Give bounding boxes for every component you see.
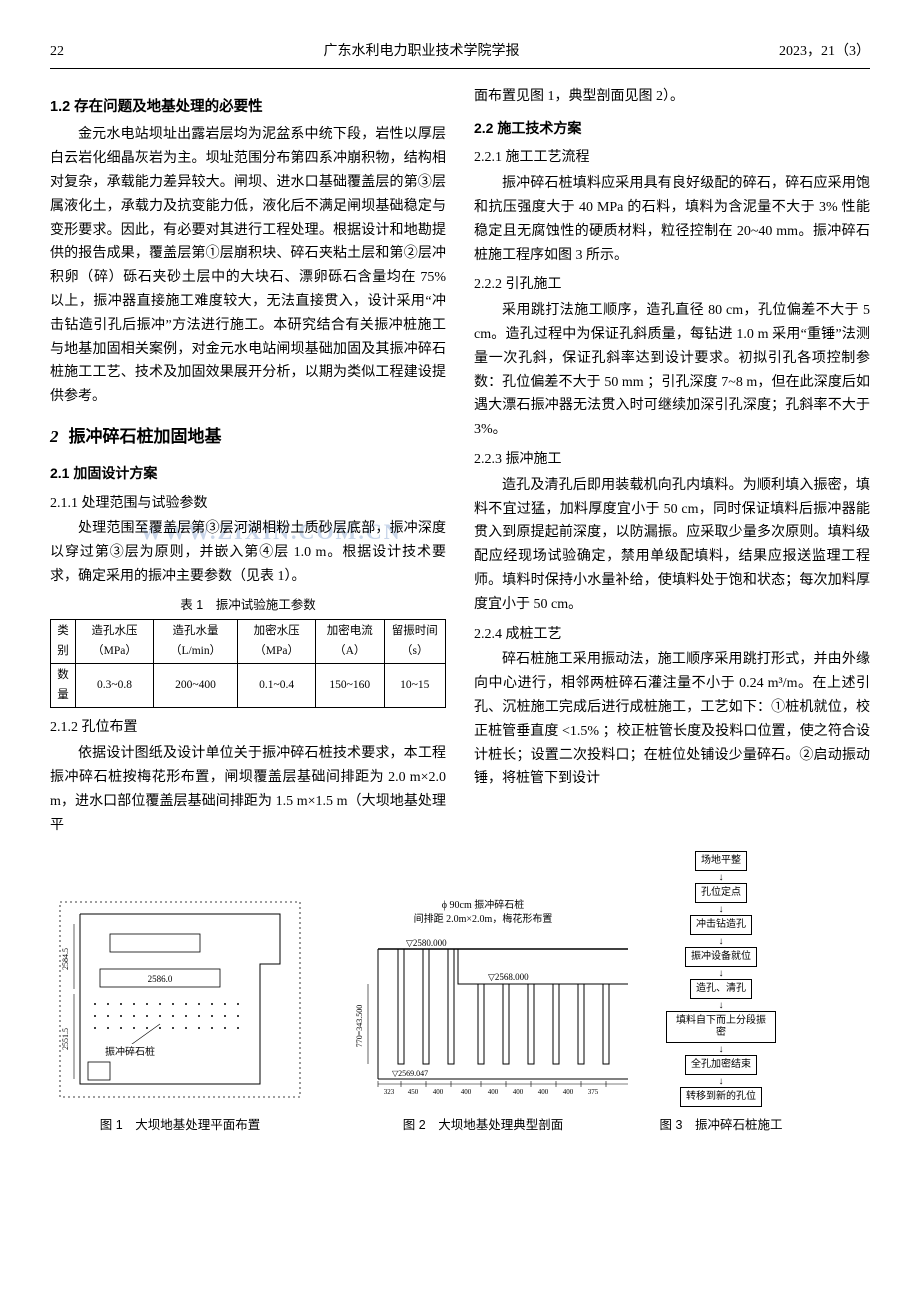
para-2-2-1: 振冲碎石桩填料应采用具有良好级配的碎石，碎石应采用饱和抗压强度大于 40 MPa… [474, 172, 870, 267]
para-1-2: 金元水电站坝址出露岩层均为泥盆系中统下段，岩性以厚层白云岩化细晶灰岩为主。坝址范… [50, 123, 446, 409]
para-2-2-2: 采用跳打法施工顺序，造孔直径 80 cm，孔位偏差不大于 5 cm。造孔过程中为… [474, 299, 870, 442]
svg-text:400: 400 [433, 1088, 444, 1096]
page-header: 22 广东水利电力职业技术学院学报 2023，21（3） [50, 40, 870, 69]
th: 造孔水量（L/min） [153, 620, 237, 664]
td: 150~160 [316, 664, 385, 708]
elev-label: ▽2568.000 [488, 972, 529, 982]
flow-arrow-icon: ↓ [719, 1077, 724, 1087]
heading-1-2: 1.2 存在问题及地基处理的必要性 [50, 95, 446, 120]
td: 0.3~0.8 [76, 664, 154, 708]
dim-label: 2586.0 [148, 974, 173, 984]
page-number: 22 [50, 40, 64, 64]
td: 200~400 [153, 664, 237, 708]
dim-label: 2551.5 [61, 1028, 70, 1050]
left-column: 1.2 存在问题及地基处理的必要性 金元水电站坝址出露岩层均为泥盆系中统下段，岩… [50, 85, 446, 838]
para-top-right: 面布置见图 1，典型剖面见图 2）。 [474, 85, 870, 109]
flow-arrow-icon: ↓ [719, 873, 724, 883]
svg-text:400: 400 [538, 1088, 549, 1096]
svg-text:323: 323 [384, 1088, 395, 1096]
flowchart: 场地平整 ↓ 孔位定点 ↓ 冲击钻造孔 ↓ 振冲设备就位 ↓ 造孔、清孔 ↓ 填… [666, 851, 776, 1109]
svg-text:375: 375 [588, 1088, 599, 1096]
table-1: 类别 造孔水压（MPa） 造孔水量（L/min） 加密水压（MPa） 加密电流（… [50, 619, 446, 708]
svg-text:450: 450 [408, 1088, 419, 1096]
para-2-2-4: 碎石桩施工采用振动法，施工顺序采用跳打形式，并由外缘向中心进行，相邻两桩碎石灌注… [474, 648, 870, 791]
flow-step: 场地平整 [695, 851, 747, 871]
heading-2-2-1: 2.2.1 施工工艺流程 [474, 146, 870, 170]
td: 10~15 [384, 664, 445, 708]
figure-1: 2586.0 2584.5 2551.5 振冲碎石桩 图 1 大坝地基处 [50, 894, 310, 1136]
journal-title: 广东水利电力职业技术学院学报 [324, 40, 520, 64]
heading-2-2: 2.2 施工技术方案 [474, 117, 870, 141]
flow-step: 孔位定点 [695, 883, 747, 903]
para-2-2-3: 造孔及清孔后即用装载机向孔内填料。为顺利填入振密，填料不宜过猛，加料厚度宜小于 … [474, 474, 870, 617]
svg-text:400: 400 [488, 1088, 499, 1096]
f2-label-1: ϕ 90cm 振冲碎石桩 [442, 898, 524, 911]
figure-2-caption: 图 2 大坝地基处理典型剖面 [403, 1115, 563, 1136]
flow-step: 填料自下而上分段振密 [666, 1011, 776, 1043]
table-row: 数量 0.3~0.8 200~400 0.1~0.4 150~160 10~15 [51, 664, 446, 708]
section-number: 2 [50, 427, 69, 446]
heading-2-1-2: 2.1.2 孔位布置 [50, 716, 446, 740]
dim-label: 2584.5 [61, 948, 70, 970]
svg-text:400: 400 [563, 1088, 574, 1096]
th: 留振时间（s） [384, 620, 445, 664]
elev-label: ▽2569.047 [392, 1069, 428, 1078]
figure-2: ϕ 90cm 振冲碎石桩 间排距 2.0m×2.0m，梅花形布置 ▽2580.0… [328, 894, 638, 1136]
flow-step: 振冲设备就位 [685, 947, 757, 967]
para-2-1-2: 依据设计图纸及设计单位关于振冲碎石桩技术要求，本工程振冲碎石桩按梅花形布置，闸坝… [50, 742, 446, 837]
th: 类别 [51, 620, 76, 664]
flow-arrow-icon: ↓ [719, 969, 724, 979]
para-2-1-1: 处理范围至覆盖层第③层河湖相粉土质砂层底部，振冲深度以穿过第③层为原则，并嵌入第… [50, 517, 446, 588]
flow-arrow-icon: ↓ [719, 1001, 724, 1011]
flow-arrow-icon: ↓ [719, 1045, 724, 1055]
flow-step: 造孔、清孔 [690, 979, 752, 999]
td: 数量 [51, 664, 76, 708]
table-1-caption: 表 1 振冲试验施工参数 [50, 595, 446, 616]
td: 0.1~0.4 [238, 664, 316, 708]
heading-2-2-2: 2.2.2 引孔施工 [474, 273, 870, 297]
th: 造孔水压（MPa） [76, 620, 154, 664]
right-column: 面布置见图 1，典型剖面见图 2）。 2.2 施工技术方案 2.2.1 施工工艺… [474, 85, 870, 838]
section-title: 振冲碎石桩加固地基 [69, 427, 222, 446]
dim-label: 770=343.500 [355, 1005, 364, 1048]
figure-1-caption: 图 1 大坝地基处理平面布置 [100, 1115, 260, 1136]
heading-2-2-4: 2.2.4 成桩工艺 [474, 623, 870, 647]
table-row: 类别 造孔水压（MPa） 造孔水量（L/min） 加密水压（MPa） 加密电流（… [51, 620, 446, 664]
heading-2-1: 2.1 加固设计方案 [50, 462, 446, 486]
f2-label-2: 间排距 2.0m×2.0m，梅花形布置 [414, 912, 553, 925]
flow-step: 转移到新的孔位 [680, 1087, 762, 1107]
figure-1-svg: 2586.0 2584.5 2551.5 振冲碎石桩 [50, 894, 310, 1109]
svg-text:400: 400 [461, 1088, 472, 1096]
flow-step: 全孔加密结束 [685, 1055, 757, 1075]
th: 加密电流（A） [316, 620, 385, 664]
pile-label: 振冲碎石桩 [105, 1045, 155, 1058]
flow-step: 冲击钻造孔 [690, 915, 752, 935]
flow-arrow-icon: ↓ [719, 937, 724, 947]
elev-label: ▽2580.000 [406, 938, 447, 948]
heading-2-2-3: 2.2.3 振冲施工 [474, 448, 870, 472]
figure-2-svg: ϕ 90cm 振冲碎石桩 间排距 2.0m×2.0m，梅花形布置 ▽2580.0… [328, 894, 638, 1109]
svg-text:400: 400 [513, 1088, 524, 1096]
heading-2-1-1: 2.1.1 处理范围与试验参数 [50, 492, 446, 516]
heading-2: 2振冲碎石桩加固地基 [50, 423, 446, 452]
figures-row: 2586.0 2584.5 2551.5 振冲碎石桩 图 1 大坝地基处 [50, 851, 870, 1136]
figure-3-caption: 图 3 振冲碎石桩施工 [660, 1115, 783, 1136]
th: 加密水压（MPa） [238, 620, 316, 664]
flow-arrow-icon: ↓ [719, 905, 724, 915]
figure-3: 场地平整 ↓ 孔位定点 ↓ 冲击钻造孔 ↓ 振冲设备就位 ↓ 造孔、清孔 ↓ 填… [656, 851, 786, 1136]
issue-info: 2023，21（3） [779, 40, 870, 64]
